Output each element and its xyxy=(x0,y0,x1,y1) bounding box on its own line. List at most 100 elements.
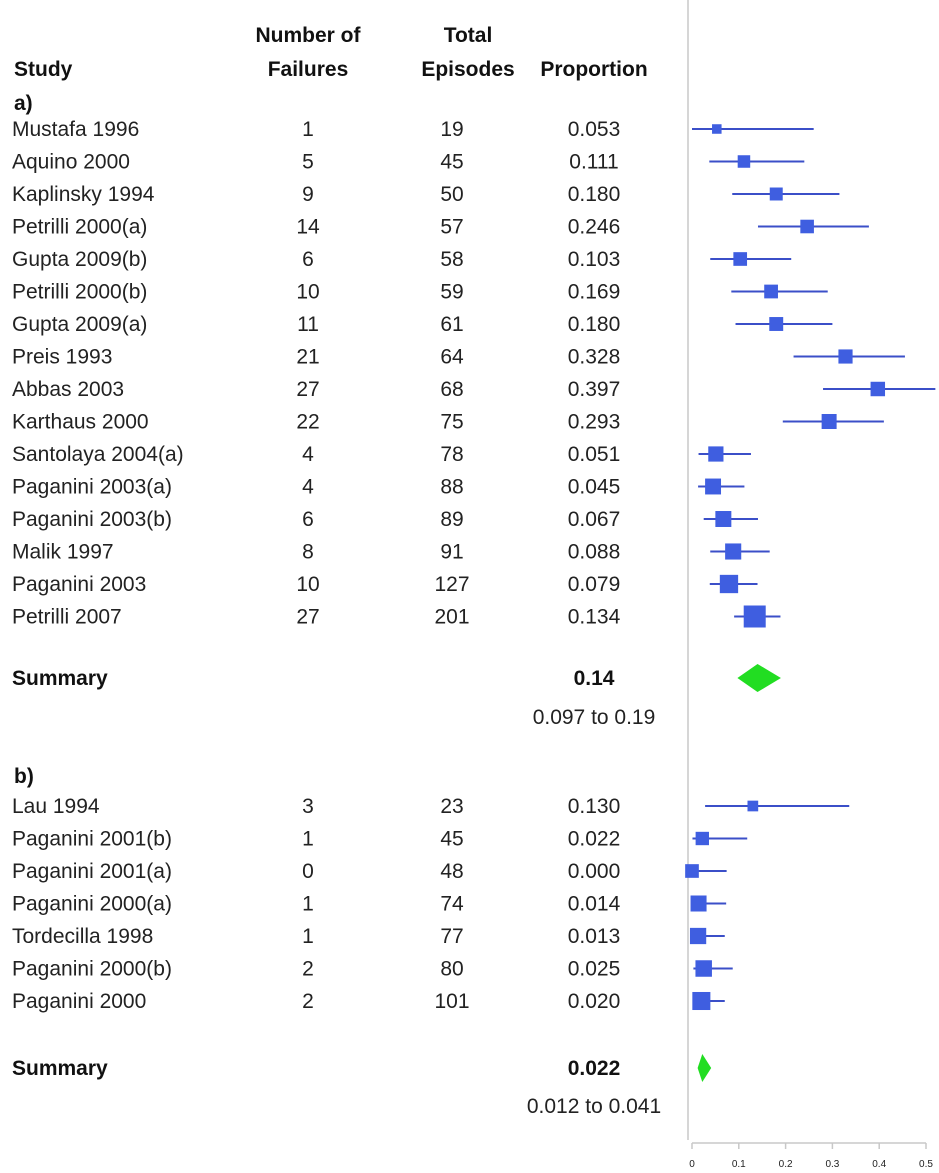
failures-value: 1 xyxy=(302,118,314,141)
episodes-value: 80 xyxy=(440,958,463,981)
episodes-value: 74 xyxy=(440,893,464,916)
episodes-value: 45 xyxy=(440,828,463,851)
failures-value: 1 xyxy=(302,828,314,851)
episodes-value: 59 xyxy=(440,281,463,304)
episodes-value: 48 xyxy=(440,860,463,883)
table-row: Paganini 2003(b) 6 89 0.067 xyxy=(12,508,620,531)
study-name: Abbas 2003 xyxy=(12,378,124,401)
header-study: Study xyxy=(14,58,73,81)
summary-label: Summary xyxy=(12,667,108,690)
point-marker xyxy=(708,446,724,462)
failures-value: 11 xyxy=(297,313,319,336)
episodes-value: 91 xyxy=(440,541,463,564)
x-tick-label: 0.2 xyxy=(779,1159,793,1170)
failures-value: 4 xyxy=(302,443,314,466)
study-name: Petrilli 2007 xyxy=(12,606,122,629)
episodes-value: 64 xyxy=(440,346,464,369)
proportion-value: 0.051 xyxy=(568,443,621,466)
study-name: Preis 1993 xyxy=(12,346,112,369)
table-row: Abbas 2003 27 68 0.397 xyxy=(12,378,620,401)
table-row: Paganini 2003 10 127 0.079 xyxy=(12,573,620,596)
point-marker xyxy=(838,349,853,364)
study-name: Petrilli 2000(a) xyxy=(12,216,147,239)
table-row: Tordecilla 1998 1 77 0.013 xyxy=(12,925,620,948)
point-marker xyxy=(733,252,748,266)
failures-value: 1 xyxy=(302,925,314,948)
episodes-value: 45 xyxy=(440,151,463,174)
point-marker xyxy=(690,895,707,912)
group-label: a) xyxy=(14,92,33,115)
point-marker xyxy=(685,864,699,878)
summary-value: 0.14 xyxy=(574,667,615,690)
episodes-value: 23 xyxy=(440,795,463,818)
point-marker xyxy=(712,124,722,134)
table-row: Petrilli 2007 27 201 0.134 xyxy=(12,606,621,629)
failures-value: 4 xyxy=(302,476,314,499)
table-row: Paganini 2001(a) 0 48 0.000 xyxy=(12,860,620,883)
study-name: Paganini 2001(b) xyxy=(12,828,172,851)
table-row: Santolaya 2004(a) 4 78 0.051 xyxy=(12,443,620,466)
group-label: b) xyxy=(14,765,34,788)
proportion-value: 0.246 xyxy=(568,216,621,239)
proportion-value: 0.014 xyxy=(568,893,621,916)
failures-value: 6 xyxy=(302,508,314,531)
point-marker xyxy=(719,574,739,594)
table-row: Gupta 2009(b) 6 58 0.103 xyxy=(12,248,620,271)
proportion-value: 0.053 xyxy=(568,118,621,141)
failures-value: 27 xyxy=(296,378,319,401)
study-name: Gupta 2009(b) xyxy=(12,248,147,271)
summary-diamond xyxy=(697,1054,712,1082)
point-marker xyxy=(695,960,712,977)
proportion-value: 0.025 xyxy=(568,958,621,981)
failures-value: 3 xyxy=(302,795,314,818)
summary-label: Summary xyxy=(12,1057,108,1080)
table-row: Paganini 2000(a) 1 74 0.014 xyxy=(12,893,621,916)
failures-value: 1 xyxy=(302,893,314,916)
summary-ci: 0.097 to 0.19 xyxy=(533,706,656,729)
proportion-value: 0.130 xyxy=(568,795,621,818)
table-row: Petrilli 2000(a) 14 57 0.246 xyxy=(12,216,620,239)
table-row: Preis 1993 21 64 0.328 xyxy=(12,346,620,369)
episodes-value: 127 xyxy=(434,573,469,596)
study-name: Petrilli 2000(b) xyxy=(12,281,147,304)
proportion-value: 0.103 xyxy=(568,248,621,271)
episodes-value: 61 xyxy=(440,313,463,336)
study-name: Paganini 2000(a) xyxy=(12,893,172,916)
proportion-value: 0.397 xyxy=(568,378,621,401)
point-marker xyxy=(769,187,783,201)
point-marker xyxy=(870,381,886,397)
point-marker xyxy=(737,155,751,168)
study-name: Paganini 2001(a) xyxy=(12,860,172,883)
column-headers: Study Number of Failures Total Episodes … xyxy=(14,24,648,81)
failures-value: 2 xyxy=(302,990,314,1013)
failures-value: 10 xyxy=(296,281,319,304)
table-row: Karthaus 2000 22 75 0.293 xyxy=(12,411,620,434)
proportion-value: 0.045 xyxy=(568,476,621,499)
point-marker xyxy=(769,317,784,331)
point-marker xyxy=(692,991,711,1011)
table-row: Petrilli 2000(b) 10 59 0.169 xyxy=(12,281,620,304)
proportion-value: 0.000 xyxy=(568,860,621,883)
header-episodes-line1: Total xyxy=(444,24,493,47)
episodes-value: 89 xyxy=(440,508,463,531)
table-row: Paganini 2001(b) 1 45 0.022 xyxy=(12,828,620,851)
failures-value: 22 xyxy=(296,411,319,434)
proportion-value: 0.180 xyxy=(568,183,621,206)
table-row: Mustafa 1996 1 19 0.053 xyxy=(12,118,620,141)
failures-value: 6 xyxy=(302,248,314,271)
proportion-value: 0.180 xyxy=(568,313,621,336)
table-row: Paganini 2000 2 101 0.020 xyxy=(12,990,620,1013)
proportion-value: 0.013 xyxy=(568,925,621,948)
proportion-value: 0.328 xyxy=(568,346,621,369)
study-name: Tordecilla 1998 xyxy=(12,925,153,948)
study-name: Mustafa 1996 xyxy=(12,118,139,141)
x-tick-label: 0.1 xyxy=(732,1159,746,1170)
proportion-value: 0.022 xyxy=(568,828,621,851)
x-tick-label: 0.5 xyxy=(919,1159,933,1170)
proportion-value: 0.079 xyxy=(568,573,621,596)
failures-value: 14 xyxy=(296,216,320,239)
episodes-value: 57 xyxy=(440,216,463,239)
episodes-value: 101 xyxy=(434,990,469,1013)
